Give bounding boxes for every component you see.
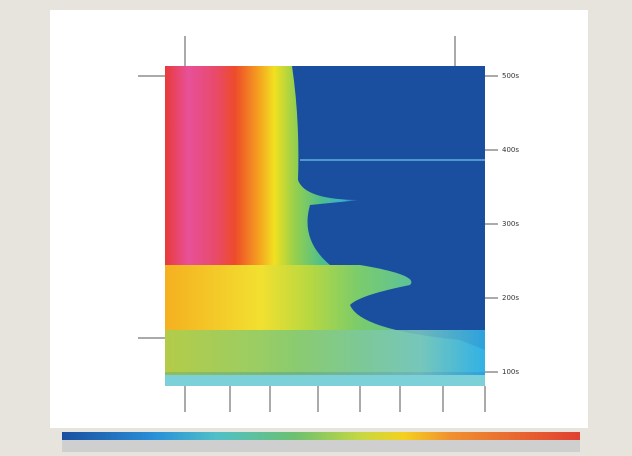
screen: 500s400s300s200s100s (() => { const data…	[0, 0, 632, 456]
axis-label: 200s	[502, 294, 519, 302]
color-bar	[62, 432, 580, 440]
axis-label: 500s	[502, 72, 519, 80]
axis-label: 400s	[502, 146, 519, 154]
heat-bottom	[165, 375, 485, 386]
heat-low	[165, 330, 485, 375]
axis-label: 300s	[502, 220, 519, 228]
status-bar	[62, 440, 580, 452]
axis-label: 100s	[502, 368, 519, 376]
spectrogram-window: 500s 400s 300s 200s 100s	[0, 0, 632, 456]
